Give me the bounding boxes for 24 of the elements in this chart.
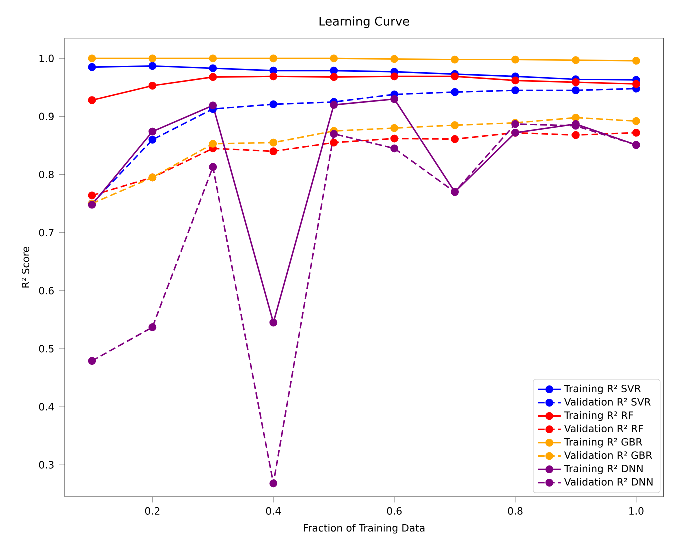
legend-label: Training R² SVR bbox=[564, 384, 641, 394]
x-axis-title: Fraction of Training Data bbox=[304, 524, 425, 534]
y-tick-label: 0.9 bbox=[39, 112, 54, 120]
y-tick-label: 0.7 bbox=[39, 229, 54, 237]
y-tick-label: 0.5 bbox=[39, 345, 54, 353]
y-tick-label: 1.0 bbox=[40, 54, 54, 62]
legend-label: Training R² DNN bbox=[564, 464, 643, 474]
x-tick-label: 0.6 bbox=[387, 507, 402, 515]
y-tick-label: 0.6 bbox=[39, 287, 54, 295]
y-axis-title: R² Score bbox=[22, 247, 30, 288]
legend-label: Validation R² DNN bbox=[564, 478, 653, 486]
x-tick-label: 0.4 bbox=[266, 507, 282, 515]
legend-label: Validation R² RF bbox=[564, 424, 644, 433]
y-tick-label: 0.3 bbox=[39, 461, 54, 469]
legend-label: Training R² RF bbox=[564, 411, 634, 422]
legend-label: Training R² GBR bbox=[564, 438, 642, 448]
x-tick-label: 0.2 bbox=[145, 507, 160, 515]
legend-label: Validation R² GBR bbox=[564, 451, 652, 460]
legend-label: Validation R² SVR bbox=[564, 398, 651, 406]
y-tick-label: 0.4 bbox=[39, 403, 54, 411]
x-tick-label: 0.8 bbox=[508, 507, 523, 515]
y-tick-label: 0.8 bbox=[39, 170, 54, 179]
x-tick-label: 1.0 bbox=[630, 507, 644, 515]
chart-title: Learning Curve bbox=[320, 16, 410, 28]
